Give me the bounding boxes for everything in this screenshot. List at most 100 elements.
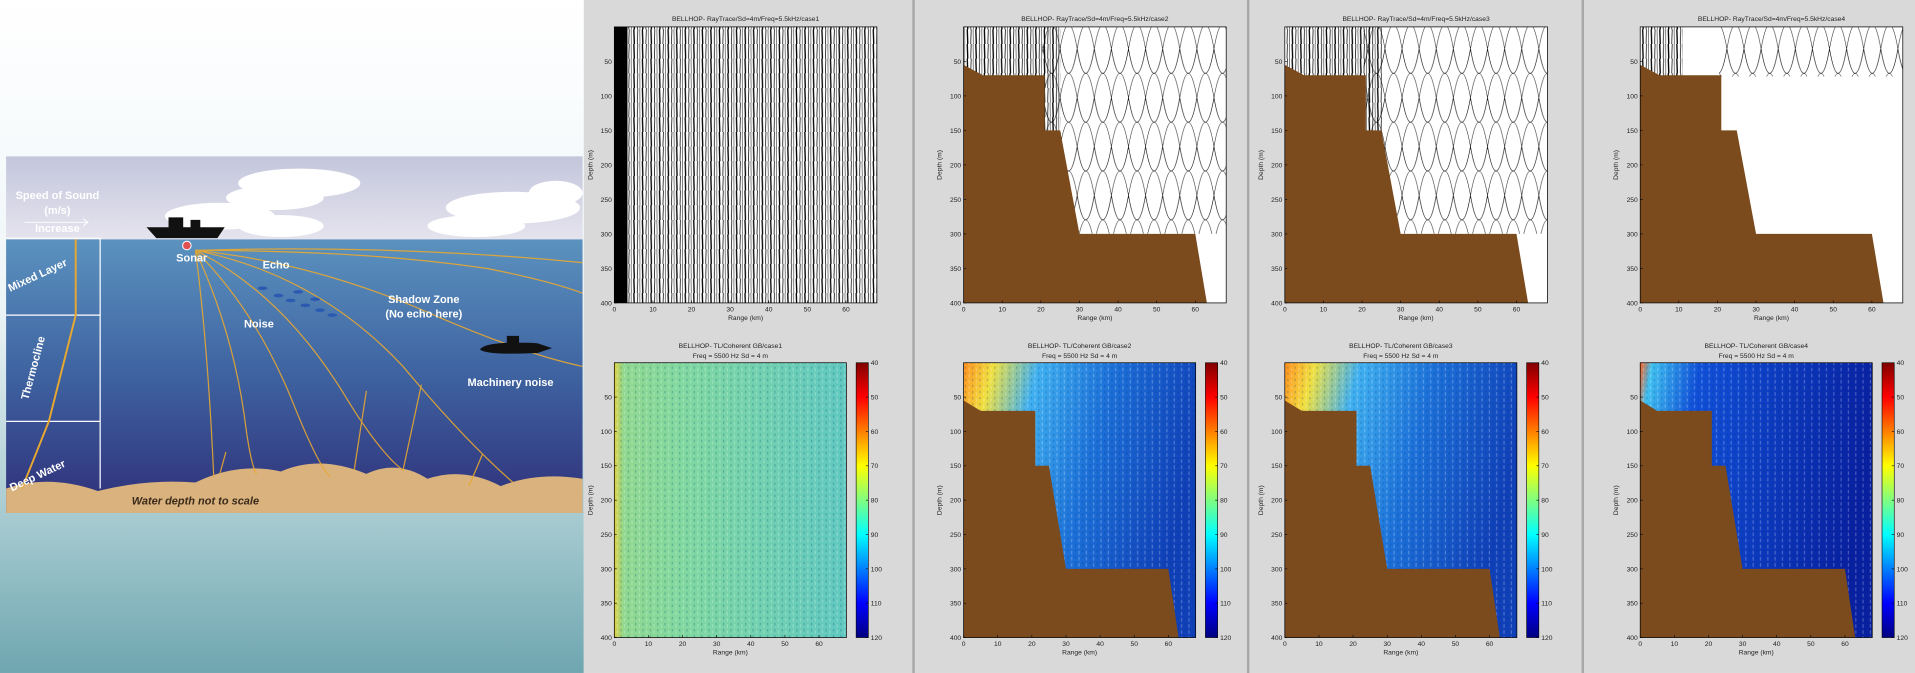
x-tick-label: 60 <box>1513 306 1521 313</box>
x-tick-label: 50 <box>1452 641 1460 648</box>
colorbar-tick-label: 50 <box>1220 395 1228 402</box>
x-tick-label: 60 <box>1165 641 1173 648</box>
colorbar-tick-label: 50 <box>1541 395 1549 402</box>
plot-field <box>1640 27 1903 303</box>
x-axis-label: Range (km) <box>1739 650 1774 657</box>
x-tick-label: 0 <box>612 641 616 648</box>
y-tick-label: 350 <box>1271 266 1282 273</box>
x-tick-label: 0 <box>1638 641 1642 648</box>
x-tick-label: 50 <box>1807 641 1815 648</box>
noise-label: Noise <box>244 318 274 330</box>
x-axis-label: Range (km) <box>1383 650 1418 657</box>
y-tick-label: 350 <box>601 601 612 608</box>
colorbar-tick-label: 80 <box>1220 498 1228 505</box>
y-tick-label: 350 <box>601 266 612 273</box>
plot-field <box>964 27 1227 303</box>
y-tick-label: 50 <box>1275 395 1283 402</box>
x-tick-label: 40 <box>1791 306 1799 313</box>
x-tick-label: 10 <box>994 641 1002 648</box>
x-tick-label: 40 <box>1418 641 1426 648</box>
y-tick-label: 100 <box>1627 93 1638 100</box>
y-tick-label: 400 <box>601 635 612 642</box>
x-tick-label: 20 <box>679 641 687 648</box>
y-tick-label: 250 <box>1627 532 1638 539</box>
y-tick-label: 250 <box>950 197 961 204</box>
x-tick-label: 30 <box>1383 641 1391 648</box>
y-tick-label: 100 <box>1271 429 1282 436</box>
plot-panel: BELLHOP- TL/Coherent GB/case1Freq = 5500… <box>587 343 882 657</box>
colorbar-tick-label: 90 <box>871 532 879 539</box>
y-tick-label: 400 <box>1627 635 1638 642</box>
x-tick-label: 0 <box>612 306 616 313</box>
y-tick-label: 50 <box>604 395 612 402</box>
plot-panel: BELLHOP- TL/Coherent GB/case3 Freq = 5500… <box>1258 343 1553 657</box>
plot-panel: BELLHOP- TL/Coherent GB/case2Freq = 5500… <box>937 343 1232 657</box>
colorbar-tick-label: 110 <box>1220 601 1231 608</box>
y-tick-label: 350 <box>1627 601 1638 608</box>
x-tick-label: 10 <box>1671 641 1679 648</box>
plot-title: BELLHOP- TL/Coherent GB/case3 <box>1349 343 1453 350</box>
y-tick-label: 100 <box>950 429 961 436</box>
y-tick-label: 150 <box>601 463 612 470</box>
y-axis-label: Depth (m) <box>587 485 594 515</box>
y-tick-label: 300 <box>1627 231 1638 238</box>
colorbar-tick-label: 40 <box>1541 360 1549 367</box>
ray-fan <box>614 27 877 303</box>
tl-speckle <box>614 363 846 638</box>
sonar-label: Sonar <box>176 252 208 264</box>
x-tick-label: 50 <box>1474 306 1482 313</box>
x-tick-label: 40 <box>1096 641 1104 648</box>
shape <box>238 215 323 237</box>
x-axis-label: Range (km) <box>1077 315 1112 322</box>
x-tick-label: 10 <box>649 306 657 313</box>
x-tick-label: 20 <box>1358 306 1366 313</box>
plot-field <box>964 363 1196 638</box>
y-tick-label: 150 <box>1271 463 1282 470</box>
y-axis-label: Depth (m) <box>1258 485 1265 515</box>
plot-panel: BELLHOP- RayTrace/Sd=4m/Freq=5.5kHz/case… <box>937 16 1227 322</box>
colorbar-tick-label: 70 <box>1897 463 1905 470</box>
y-tick-label: 150 <box>950 463 961 470</box>
plot-title: BELLHOP- RayTrace/Sd=4m/Freq=5.5kHz/case… <box>1342 16 1490 23</box>
plot-field <box>1640 363 1872 638</box>
y-tick-label: 50 <box>954 395 962 402</box>
x-tick-label: 40 <box>747 641 755 648</box>
plot-subtitle: Freq = 5500 Hz Sd = 4 m <box>1363 353 1439 360</box>
colorbar-tick-label: 110 <box>1541 601 1552 608</box>
y-tick-label: 150 <box>601 128 612 135</box>
shape <box>310 297 320 301</box>
shape <box>293 290 303 294</box>
y-tick-label: 350 <box>950 266 961 273</box>
colorbar-tick-label: 80 <box>1897 498 1905 505</box>
y-tick-label: 200 <box>1627 162 1638 169</box>
colorbar-tick-label: 60 <box>1897 429 1905 436</box>
colorbar-tick-label: 120 <box>1220 635 1231 642</box>
colorbar-tick-label: 120 <box>871 635 882 642</box>
ray-arcs <box>1719 27 1903 77</box>
page-body: { "diagram": { "speed_title": "Speed of … <box>0 0 1915 673</box>
y-axis-label: Depth (m) <box>1613 150 1620 180</box>
y-tick-label: 400 <box>601 300 612 307</box>
x-tick-label: 30 <box>1739 641 1747 648</box>
colorbar-tick-label: 100 <box>871 566 882 573</box>
y-tick-label: 300 <box>1627 566 1638 573</box>
y-tick-label: 350 <box>1271 601 1282 608</box>
y-axis-label: Depth (m) <box>937 485 944 515</box>
colorbar-tick-label: 60 <box>871 429 879 436</box>
y-tick-label: 100 <box>1271 93 1282 100</box>
colorbar-tick-label: 60 <box>1541 429 1549 436</box>
screenshot: Speed of Sound (m/s) Increase Mixed Laye… <box>0 0 1915 673</box>
x-tick-label: 60 <box>1486 641 1494 648</box>
x-tick-label: 0 <box>1283 306 1287 313</box>
x-tick-label: 10 <box>1315 641 1323 648</box>
x-tick-label: 50 <box>804 306 812 313</box>
x-tick-label: 10 <box>645 641 653 648</box>
x-tick-label: 30 <box>713 641 721 648</box>
y-tick-label: 50 <box>1275 59 1283 66</box>
x-tick-label: 50 <box>1830 306 1838 313</box>
y-tick-label: 200 <box>601 162 612 169</box>
colorbar-tick-label: 50 <box>1897 395 1905 402</box>
x-tick-label: 30 <box>1076 306 1084 313</box>
plot-panel: BELLHOP- RayTrace/Sd=4m/Freq=5.5kHz/case… <box>1258 16 1548 322</box>
y-tick-label: 300 <box>1271 566 1282 573</box>
